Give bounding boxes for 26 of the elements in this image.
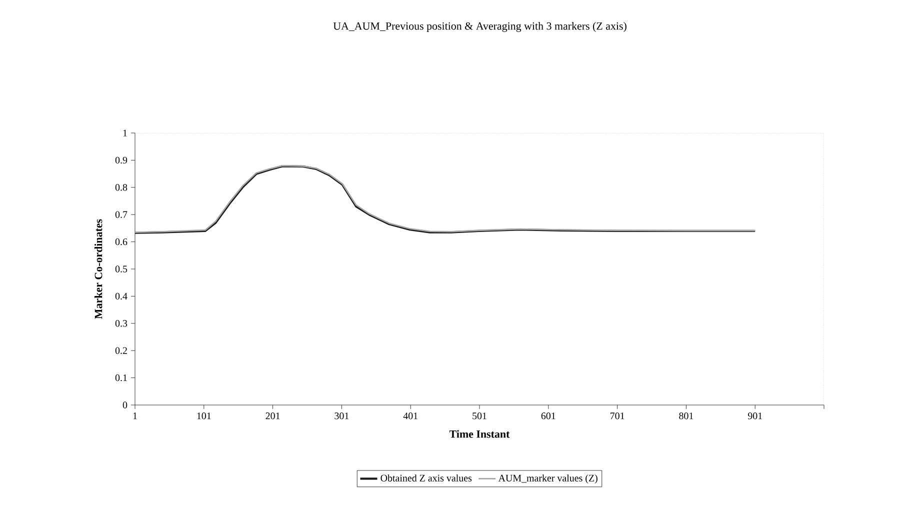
x-tick-label: 1 (133, 412, 137, 420)
x-tick-label: 101 (197, 412, 211, 420)
x-tick-label: 201 (266, 412, 280, 420)
y-tick-label: 0.7 (115, 211, 128, 218)
x-tick-label: 501 (472, 412, 486, 420)
y-tick-label: 0 (122, 402, 128, 408)
y-tick-label: 0.9 (115, 156, 128, 164)
y-tick-label: 0.6 (115, 238, 128, 246)
x-tick-label: 701 (610, 412, 624, 420)
x-tick-label: 601 (541, 412, 556, 420)
x-axis-title: Time Instant (449, 430, 510, 438)
y-tick-label: 0.2 (115, 347, 127, 354)
x-tick-label: 401 (403, 412, 418, 420)
x-tick-label: 301 (334, 412, 349, 420)
y-tick-label: 1 (123, 130, 127, 136)
y-tick-label: 0.3 (115, 320, 128, 327)
chart-title: UA_AUM_Previous position & Averaging with 3 markers (Z axis) (333, 22, 626, 32)
y-tick-label: 0.5 (115, 266, 128, 272)
y-axis-title: Marker Co-ordinates (94, 219, 102, 319)
y-tick-label: 0.4 (115, 292, 128, 300)
x-tick-label: 801 (679, 412, 694, 420)
legend-label: Obtained Z axis values (380, 474, 472, 482)
y-tick-label: 0.8 (115, 184, 128, 191)
x-tick-label: 901 (748, 412, 762, 420)
y-tick-label: 0.1 (115, 374, 127, 382)
legend-label: AUM_marker values (Z) (498, 474, 598, 484)
